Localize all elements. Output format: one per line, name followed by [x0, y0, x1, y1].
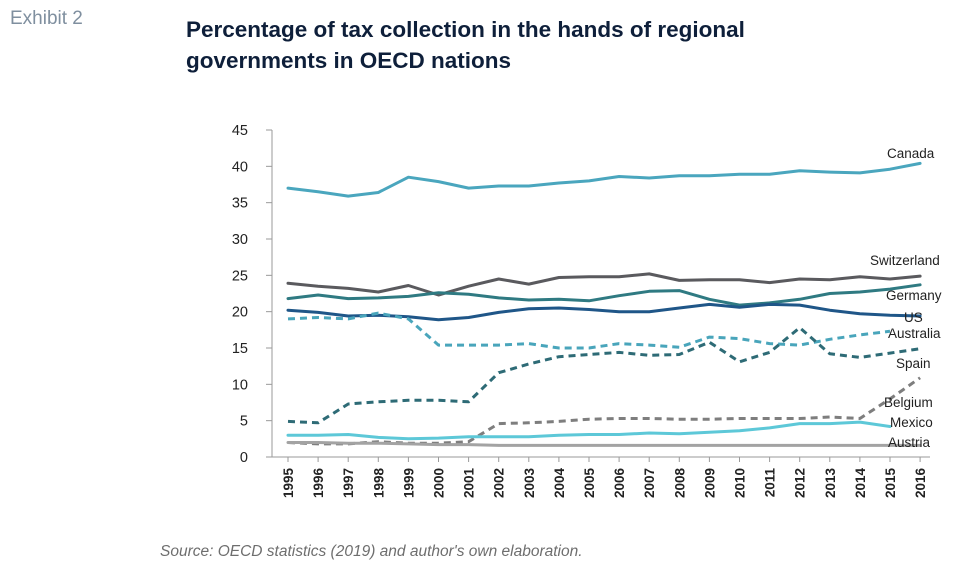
y-tick-label: 35	[232, 196, 248, 212]
series-label-mexico: Mexico	[890, 415, 933, 430]
y-tick-label: 5	[240, 414, 248, 430]
x-tick-label: 2012	[793, 468, 808, 498]
series-line-spain	[287, 326, 921, 425]
x-tick-label: 2003	[522, 468, 537, 499]
y-tick-label: 40	[232, 159, 248, 175]
series-line-australia	[287, 311, 891, 350]
x-tick-label: 2001	[462, 468, 477, 499]
x-tick-label: 2009	[702, 468, 717, 498]
series-label-canada: Canada	[887, 146, 935, 161]
y-tick-label: 45	[232, 123, 248, 139]
x-tick-label: 2005	[582, 468, 597, 499]
y-tick-label: 20	[232, 305, 248, 321]
x-tick-label: 2008	[672, 468, 687, 499]
y-tick-label: 30	[232, 232, 248, 248]
x-tick-label: 2011	[763, 468, 778, 498]
x-tick-label: 2014	[853, 468, 868, 499]
series-line-germany	[286, 283, 922, 307]
x-tick-label: 2000	[432, 468, 447, 498]
series-line-canada	[286, 161, 922, 198]
x-tick-label: 2013	[823, 468, 838, 499]
y-tick-label: 15	[232, 341, 248, 357]
series-label-belgium: Belgium	[884, 395, 933, 410]
x-tick-label: 1999	[401, 468, 416, 498]
x-tick-label: 2004	[552, 468, 567, 499]
x-tick-label: 2007	[642, 468, 657, 498]
exhibit-label: Exhibit 2	[10, 8, 83, 29]
x-tick-label: 2006	[612, 468, 627, 499]
series-line-us	[286, 302, 922, 322]
series-line-mexico	[286, 420, 892, 441]
x-tick-label: 2002	[492, 468, 507, 498]
series-label-australia: Australia	[888, 326, 941, 341]
source-note: Source: OECD statistics (2019) and autho…	[160, 543, 583, 560]
chart-title: Percentage of tax collection in the hand…	[186, 17, 745, 73]
series-line-belgium	[287, 376, 921, 446]
x-tick-label: 1997	[341, 468, 356, 498]
x-tick-label: 2010	[733, 468, 748, 498]
series-label-austria: Austria	[888, 435, 931, 450]
series-line-switzerland	[286, 272, 922, 297]
x-tick-label: 2015	[883, 468, 898, 499]
x-tick-label: 2016	[913, 468, 928, 499]
x-tick-label: 1996	[311, 468, 326, 499]
y-tick-label: 0	[240, 450, 248, 466]
x-tick-label: 1998	[371, 468, 386, 499]
y-tick-label: 25	[232, 268, 248, 284]
y-tick-label: 10	[232, 377, 248, 393]
series-line-austria	[286, 441, 922, 447]
series-label-spain: Spain	[896, 356, 931, 371]
x-tick-label: 1995	[281, 468, 296, 499]
series-label-us: US	[904, 310, 923, 325]
series-label-switzerland: Switzerland	[870, 253, 940, 268]
series-label-germany: Germany	[886, 288, 942, 303]
